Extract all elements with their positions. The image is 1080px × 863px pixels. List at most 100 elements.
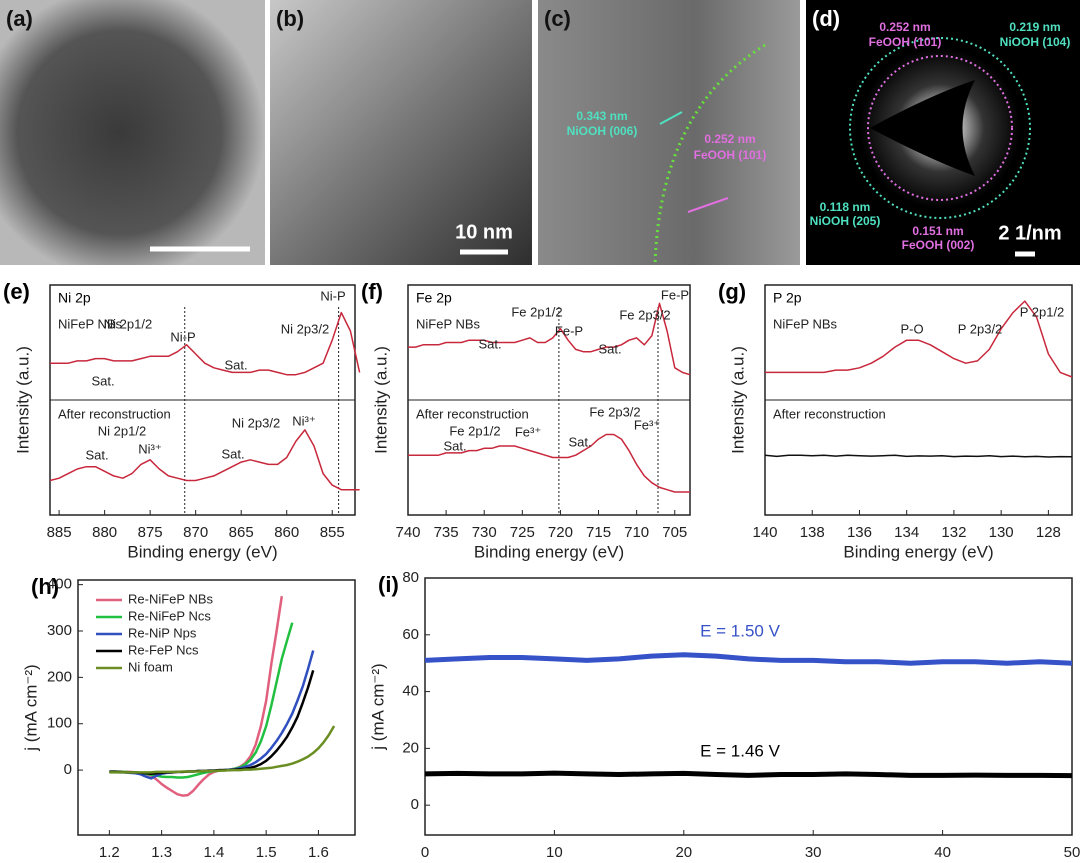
- x-tick-label: 130: [989, 524, 1014, 541]
- y-tick-label: 40: [402, 683, 419, 700]
- d-spacing: 0.151 nm: [912, 224, 963, 238]
- y-tick-label: 20: [402, 739, 419, 756]
- peak-label: Sat.: [598, 341, 621, 356]
- x-tick-label: 715: [586, 524, 611, 541]
- panel-label: (c): [544, 6, 571, 31]
- x-tick-label: 1.4: [203, 844, 224, 861]
- peak-label: Ni 2p3/2: [281, 321, 329, 336]
- data-line: [424, 770, 1073, 779]
- x-tick-label: 140: [752, 524, 777, 541]
- plot-frame: [424, 577, 1073, 836]
- panel-b: (b) 10 nm: [270, 0, 532, 265]
- x-tick-label: 740: [395, 524, 420, 541]
- y-tick-label: 0: [411, 796, 419, 813]
- x-tick-label: 0: [421, 844, 429, 861]
- x-tick-label: 1.6: [308, 844, 329, 861]
- chart: (h)1.21.31.41.51.60100200300400E (V vs. …: [21, 574, 356, 863]
- peak-label: Ni-P: [170, 329, 195, 344]
- y-axis-label: j (mA cm⁻²): [368, 663, 387, 750]
- y-tick-label: 200: [47, 668, 72, 685]
- y-axis-label: Intensity (a.u.): [13, 346, 32, 454]
- peak-label: P 2p1/2: [1020, 304, 1065, 319]
- data-line: [49, 429, 360, 491]
- peak-label: Fe-P: [661, 287, 689, 302]
- legend-label: Ni foam: [128, 659, 173, 674]
- y-tick-label: 400: [47, 576, 72, 593]
- x-axis-label: Binding energy (eV): [127, 542, 277, 561]
- peak-label: Sat.: [221, 446, 244, 461]
- phase: FeOOH (101): [694, 148, 767, 162]
- legend-label: Re-NiP Nps: [128, 625, 197, 640]
- panel-d: (d) 0.252 nm FeOOH (101) 0.219 nm NiOOH …: [806, 0, 1080, 265]
- series-label: E = 1.46 V: [700, 741, 781, 760]
- y-tick-label: 80: [402, 569, 419, 586]
- chart: (f) 740 735 730 725 720 715 710 705 Binding energ…: [361, 279, 691, 561]
- plot-frame: [77, 579, 356, 836]
- d-spacing: 0.343 nm: [576, 109, 627, 123]
- boundary: [653, 43, 766, 266]
- y-tick-label: 60: [402, 626, 419, 643]
- x-tick-label: 870: [183, 524, 208, 541]
- panel-title: Ni 2p: [58, 290, 91, 306]
- panel-label: (i): [378, 572, 399, 597]
- panel-a: (a): [0, 0, 265, 265]
- x-tick-label: 1.2: [99, 844, 120, 861]
- peak-label: Ni 2p1/2: [98, 423, 146, 438]
- panel-c: (c) 0.343 nm NiOOH (006) 0.252 nm FeOOH …: [538, 0, 800, 266]
- data-line: [109, 725, 336, 774]
- peak-label: Fe³⁺: [515, 424, 541, 439]
- x-tick-label: 10: [546, 844, 563, 861]
- x-tick-label: 860: [274, 524, 299, 541]
- hrtem-image: [538, 0, 800, 265]
- peak-label: Sat.: [478, 336, 501, 351]
- fringe-marker: [659, 111, 683, 125]
- x-axis-label: Binding energy (eV): [474, 542, 624, 561]
- x-tick-label: 710: [624, 524, 649, 541]
- x-tick-label: 132: [941, 524, 966, 541]
- d-spacing: 0.219 nm: [1009, 20, 1060, 34]
- phase: FeOOH (101): [869, 35, 942, 49]
- peak-label: Fe 2p1/2: [449, 423, 500, 438]
- peak-label: Fe 2p3/2: [619, 307, 670, 322]
- peak-label: Sat.: [443, 438, 466, 453]
- peak-label: Sat.: [85, 447, 108, 462]
- d-spacing: 0.118 nm: [820, 200, 871, 214]
- peak-label: Ni 2p3/2: [232, 415, 280, 430]
- x-tick-label: 1.3: [151, 844, 172, 861]
- panel-label: (f): [361, 279, 383, 304]
- peak-label: P-O: [900, 321, 923, 336]
- data-line: [408, 433, 690, 493]
- data-line: [765, 300, 1073, 378]
- panel-label: (a): [6, 6, 33, 31]
- y-axis-label: j (mA cm⁻²): [21, 664, 40, 751]
- peak-label: Sat.: [568, 434, 591, 449]
- y-axis-label: Intensity (a.u.): [371, 346, 390, 454]
- x-tick-label: 880: [92, 524, 117, 541]
- peak-label: Fe 2p1/2: [511, 304, 562, 319]
- y-tick-label: 100: [47, 715, 72, 732]
- x-tick-label: 735: [434, 524, 459, 541]
- peak-label: P 2p3/2: [958, 321, 1003, 336]
- chart: (g) 140 138 136 134 132 130 128 Binding energy (…: [718, 279, 1073, 561]
- y-axis-label: Intensity (a.u.): [728, 346, 747, 454]
- tem-image: [270, 0, 532, 265]
- ring: [867, 55, 1013, 201]
- panel-label: (h): [31, 574, 59, 599]
- x-tick-label: 705: [662, 524, 687, 541]
- peak-label: Ni-P: [320, 288, 345, 303]
- data-line: [424, 652, 1073, 666]
- x-tick-label: 50: [1064, 844, 1080, 861]
- x-tick-label: 730: [472, 524, 497, 541]
- panel-label: (b): [276, 6, 304, 31]
- chart: (i)01020304050020406080Time (h)j (mA cm⁻…: [368, 569, 1080, 863]
- y-tick-label: 0: [64, 761, 72, 778]
- peak-label: Ni³⁺: [292, 413, 315, 428]
- peak-label: Sat.: [224, 357, 247, 372]
- ring: [849, 37, 1031, 219]
- x-tick-label: 136: [847, 524, 872, 541]
- spectrum-label: NiFeP NBs: [58, 316, 123, 331]
- data-line: [764, 454, 1073, 458]
- spectrum-label: After reconstruction: [416, 406, 529, 421]
- panel-title: P 2p: [773, 290, 802, 306]
